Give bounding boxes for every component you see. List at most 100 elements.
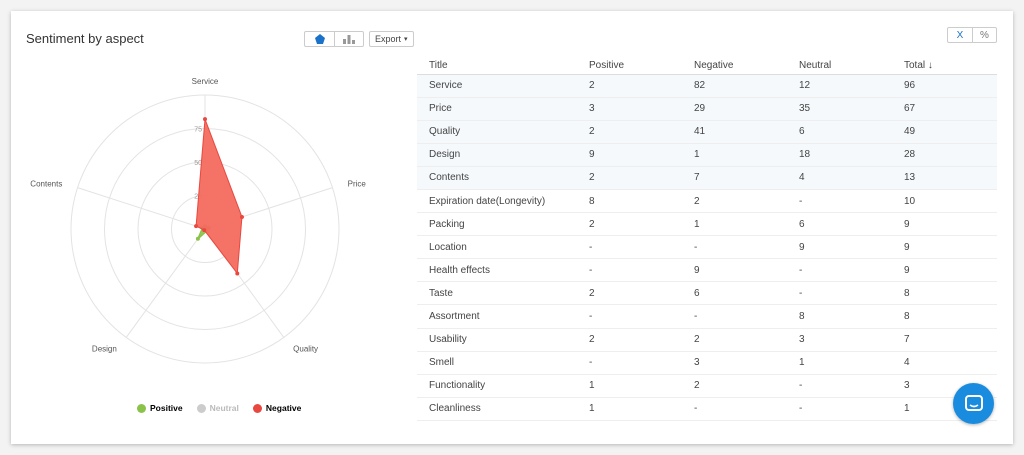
cell-neutral: 3	[787, 328, 892, 352]
table-row[interactable]: Service 2 82 12 96	[417, 74, 997, 98]
cell-positive: -	[577, 235, 682, 260]
aspect-table-container: Title Positive Negative Neutral Total ↓ …	[417, 57, 997, 421]
cell-negative: 3	[682, 351, 787, 375]
cell-title: Quality	[417, 120, 577, 144]
cell-total: 4	[892, 351, 997, 375]
cell-neutral: 35	[787, 97, 892, 121]
radar-chart: ServicePriceQualityDesignContents255075	[30, 77, 366, 364]
cell-total: 8	[892, 281, 997, 306]
cell-title: Price	[417, 97, 577, 121]
cell-total: 49	[892, 120, 997, 144]
cell-total: 67	[892, 97, 997, 121]
cell-negative: 1	[682, 143, 787, 167]
table-row[interactable]: Health effects -9-9	[417, 258, 997, 283]
table-row[interactable]: Smell -3 1 4	[417, 351, 997, 375]
col-title-header[interactable]: Title	[417, 57, 577, 75]
bar-view-button[interactable]	[334, 32, 363, 46]
unit-toggle: X %	[947, 27, 997, 43]
view-toggle	[304, 31, 364, 47]
axis-label: Design	[92, 345, 117, 354]
r-tick-label: 50	[194, 160, 202, 167]
series-negative-point	[203, 117, 207, 122]
cell-total: 8	[892, 304, 997, 329]
cell-negative: 82	[682, 74, 787, 98]
legend-item-neutral[interactable]: Neutral	[196, 403, 239, 413]
table-row[interactable]: Assortment - -8 8	[417, 304, 997, 329]
table-row[interactable]: Cleanliness 1- -1	[417, 397, 997, 421]
cell-negative: 7	[682, 166, 787, 190]
col-total-header[interactable]: Total ↓	[892, 57, 997, 75]
cell-total: 9	[892, 235, 997, 260]
legend-item-positive[interactable]: Positive	[137, 403, 183, 413]
cell-positive: 2	[577, 120, 682, 144]
cell-neutral: -	[787, 281, 892, 306]
cell-positive: 2	[577, 328, 682, 352]
cell-neutral: -	[787, 374, 892, 398]
cell-negative: 2	[682, 374, 787, 398]
cell-positive: 2	[577, 281, 682, 306]
cell-negative: 29	[682, 97, 787, 121]
col-neutral-header[interactable]: Neutral	[787, 57, 892, 75]
cell-neutral: 12	[787, 74, 892, 98]
table-row[interactable]: Taste 2 6-8	[417, 281, 997, 306]
cell-title: Health effects	[417, 258, 577, 283]
cell-neutral: 18	[787, 143, 892, 167]
cell-neutral: -	[787, 189, 892, 214]
series-positive-point	[195, 236, 200, 241]
col-positive-header[interactable]: Positive	[577, 57, 682, 75]
export-button[interactable]: Export ▾	[369, 31, 414, 47]
radar-icon	[314, 34, 325, 44]
sentiment-card: Sentiment by aspect Export ▾ X % Service…	[11, 11, 1013, 444]
table-row[interactable]: Price 3 29 35 67	[417, 97, 997, 121]
legend-item-negative[interactable]: Negative	[252, 403, 302, 413]
table-row[interactable]: Design 9 1 18 28	[417, 143, 997, 167]
cell-total: 9	[892, 212, 997, 237]
cell-neutral: -	[787, 397, 892, 421]
cell-negative: -	[682, 397, 787, 421]
series-negative-point	[239, 214, 244, 219]
cell-positive: 2	[577, 166, 682, 190]
cell-positive: 2	[577, 74, 682, 98]
cell-total: 7	[892, 328, 997, 352]
cell-total: 28	[892, 143, 997, 167]
table-body: Service 2 82 12 96 Price 3 29 35 67 Quality 2 41 6 49 D…	[417, 74, 997, 421]
cell-total: 9	[892, 258, 997, 283]
percent-unit-button[interactable]: %	[972, 28, 996, 42]
r-tick-label: 75	[194, 127, 202, 134]
table-row[interactable]: Location - -9 9	[417, 235, 997, 260]
series-negative-point	[235, 271, 240, 276]
axis-label: Quality	[293, 345, 318, 354]
table-row[interactable]: Functionality 1 2-3	[417, 374, 997, 398]
table-row[interactable]: Contents 2 7 4 13	[417, 166, 997, 190]
legend-label-negative: Negative	[265, 403, 302, 413]
radar-view-button[interactable]	[305, 32, 334, 46]
cell-neutral: 8	[787, 304, 892, 329]
table-row[interactable]: Expiration date(Longevity) 8 2-10	[417, 189, 997, 214]
cell-neutral: 1	[787, 351, 892, 375]
series-negative-point	[194, 224, 199, 229]
cell-positive: 2	[577, 212, 682, 237]
legend-label-neutral: Neutral	[209, 403, 239, 413]
table-row[interactable]: Quality 2 41 6 49	[417, 120, 997, 144]
axis-label: Contents	[30, 179, 62, 188]
cell-title: Location	[417, 235, 577, 260]
chart-legend: Positive Neutral Negative	[137, 403, 301, 413]
export-label: Export	[375, 34, 402, 44]
absolute-unit-button[interactable]: X	[956, 29, 964, 41]
col-negative-header[interactable]: Negative	[682, 57, 787, 75]
cell-negative: 6	[682, 281, 787, 306]
legend-label-positive: Positive	[150, 403, 183, 413]
chat-icon	[964, 394, 983, 411]
series-negative-area	[195, 118, 243, 275]
caret-down-icon: ▾	[404, 36, 408, 43]
table-row[interactable]: Usability 2 2 3 7	[417, 328, 997, 352]
cell-positive: 9	[577, 143, 682, 167]
cell-title: Functionality	[417, 374, 577, 398]
cell-positive: 8	[577, 189, 682, 214]
chat-widget-button[interactable]	[953, 383, 994, 424]
table-row[interactable]: Packing 2 1 6 9	[417, 212, 997, 237]
cell-total: 13	[892, 166, 997, 190]
axis-spoke	[125, 228, 206, 338]
cell-neutral: 6	[787, 212, 892, 237]
cell-neutral: -	[787, 258, 892, 283]
